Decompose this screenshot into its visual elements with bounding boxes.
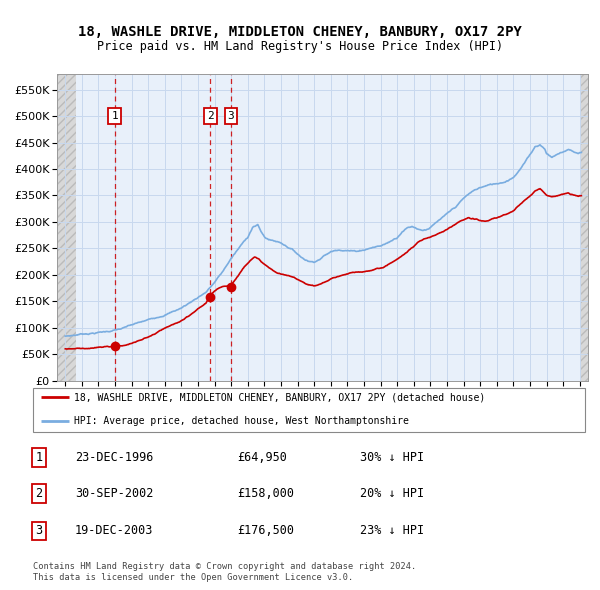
Text: Contains HM Land Registry data © Crown copyright and database right 2024.: Contains HM Land Registry data © Crown c… bbox=[33, 562, 416, 571]
Text: £176,500: £176,500 bbox=[237, 525, 294, 537]
Text: HPI: Average price, detached house, West Northamptonshire: HPI: Average price, detached house, West… bbox=[74, 417, 409, 426]
Text: 18, WASHLE DRIVE, MIDDLETON CHENEY, BANBURY, OX17 2PY: 18, WASHLE DRIVE, MIDDLETON CHENEY, BANB… bbox=[78, 25, 522, 40]
Text: 18, WASHLE DRIVE, MIDDLETON CHENEY, BANBURY, OX17 2PY (detached house): 18, WASHLE DRIVE, MIDDLETON CHENEY, BANB… bbox=[74, 392, 485, 402]
Text: 3: 3 bbox=[227, 111, 234, 121]
Text: 3: 3 bbox=[35, 525, 43, 537]
Text: 23-DEC-1996: 23-DEC-1996 bbox=[75, 451, 154, 464]
Text: 1: 1 bbox=[111, 111, 118, 121]
Text: 1: 1 bbox=[35, 451, 43, 464]
Bar bbox=[581, 74, 588, 381]
Text: Price paid vs. HM Land Registry's House Price Index (HPI): Price paid vs. HM Land Registry's House … bbox=[97, 40, 503, 53]
Text: 30-SEP-2002: 30-SEP-2002 bbox=[75, 487, 154, 500]
Text: 23% ↓ HPI: 23% ↓ HPI bbox=[360, 525, 424, 537]
Text: 19-DEC-2003: 19-DEC-2003 bbox=[75, 525, 154, 537]
Text: 2: 2 bbox=[207, 111, 214, 121]
Text: This data is licensed under the Open Government Licence v3.0.: This data is licensed under the Open Gov… bbox=[33, 572, 353, 582]
Text: 2: 2 bbox=[35, 487, 43, 500]
Text: £158,000: £158,000 bbox=[237, 487, 294, 500]
Text: £64,950: £64,950 bbox=[237, 451, 287, 464]
Text: 30% ↓ HPI: 30% ↓ HPI bbox=[360, 451, 424, 464]
Text: 20% ↓ HPI: 20% ↓ HPI bbox=[360, 487, 424, 500]
Bar bbox=[57, 74, 76, 381]
FancyBboxPatch shape bbox=[33, 388, 585, 432]
